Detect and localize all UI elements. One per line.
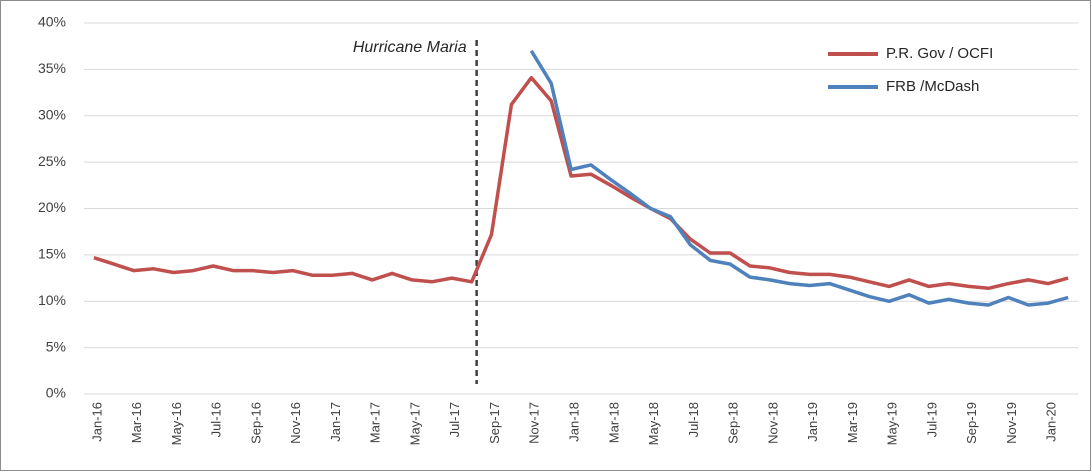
y-tick-label: 40% [38,14,66,30]
x-tick-label: Jan-17 [328,402,343,442]
x-tick-label: May-19 [885,402,900,445]
legend-label: FRB /McDash [886,78,979,95]
x-tick-label: Jul-17 [447,402,462,437]
x-tick-label: Jan-16 [89,402,104,442]
x-tick-label: May-17 [407,402,422,445]
y-tick-label: 25% [38,153,66,169]
y-tick-label: 30% [38,106,66,122]
y-tick-label: 5% [46,338,66,354]
x-tick-label: Jul-19 [924,402,939,437]
y-tick-label: 0% [46,385,66,401]
y-tick-label: 35% [38,60,66,76]
x-tick-label: Sep-16 [248,402,263,444]
annotation: Hurricane Maria [353,39,467,56]
series-line [93,75,1069,291]
x-tick-label: Mar-17 [368,402,383,443]
x-tick-label: May-16 [169,402,184,445]
x-tick-label: Jan-20 [1044,402,1059,442]
x-tick-label: Mar-18 [606,402,621,443]
legend-label: P.R. Gov / OCFI [886,45,993,62]
x-tick-label: Jul-16 [209,402,224,437]
x-tick-label: Sep-18 [726,402,741,444]
y-tick-label: 15% [38,246,66,262]
y-tick-label: 10% [38,292,66,308]
series-line [529,49,1069,307]
y-tick-label: 20% [38,199,66,215]
x-tick-label: Mar-16 [129,402,144,443]
x-tick-label: Nov-16 [288,402,303,444]
x-tick-label: Jul-18 [686,402,701,437]
x-tick-label: Sep-17 [487,402,502,444]
x-tick-label: Jan-18 [566,402,581,442]
x-tick-label: Nov-17 [527,402,542,444]
x-tick-label: Sep-19 [964,402,979,444]
x-tick-label: Jan-19 [805,402,820,442]
x-tick-label: Nov-18 [765,402,780,444]
x-tick-label: May-18 [646,402,661,445]
x-tick-label: Nov-19 [1004,402,1019,444]
x-tick-label: Mar-19 [845,402,860,443]
